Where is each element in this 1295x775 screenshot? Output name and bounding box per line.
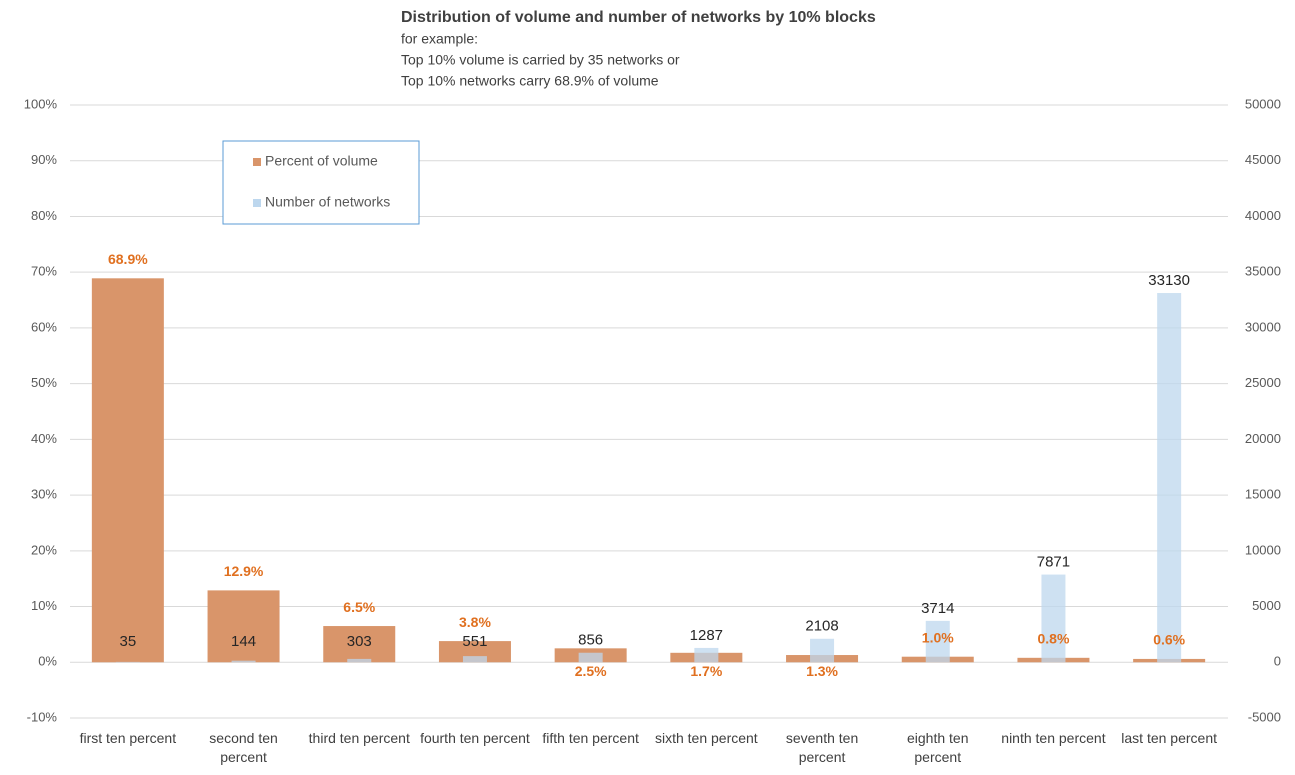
bar xyxy=(810,638,835,663)
chart-subtitle: Top 10% volume is carried by 35 networks… xyxy=(401,52,680,68)
y-tick-label: 60% xyxy=(31,319,57,334)
y-tick-label: 10% xyxy=(31,598,57,613)
bar xyxy=(323,626,396,663)
bar xyxy=(1157,293,1182,663)
data-label: 1.0% xyxy=(922,629,954,645)
chart-subtitle: Top 10% networks carry 68.9% of volume xyxy=(401,73,659,89)
x-tick-label: third ten percent xyxy=(308,730,410,746)
bar xyxy=(207,590,280,663)
data-label: 144 xyxy=(231,633,256,650)
bar xyxy=(925,620,950,663)
y2-tick-label: 20000 xyxy=(1245,431,1281,446)
y2-tick-label: 0 xyxy=(1274,654,1281,669)
y2-tick-label: -5000 xyxy=(1248,709,1281,724)
bar xyxy=(347,658,372,663)
x-tick-label: fifth ten percent xyxy=(542,730,639,746)
chart-subtitle: for example: xyxy=(401,31,478,47)
data-label: 1287 xyxy=(690,627,723,644)
data-label: 0.8% xyxy=(1037,631,1069,647)
data-label: 2.5% xyxy=(575,663,607,679)
data-label: 2108 xyxy=(805,618,838,635)
y-tick-label: 100% xyxy=(24,96,58,111)
y-tick-label: 70% xyxy=(31,264,57,279)
data-label: 68.9% xyxy=(108,251,148,267)
x-tick-label: sixth ten percent xyxy=(654,730,758,746)
y2-tick-label: 50000 xyxy=(1245,96,1281,111)
data-label: 1.3% xyxy=(806,663,838,679)
y2-tick-label: 10000 xyxy=(1245,542,1281,557)
bar xyxy=(231,660,256,663)
bar xyxy=(694,647,719,663)
data-label: 6.5% xyxy=(343,599,375,615)
legend-label: Number of networks xyxy=(265,194,390,210)
y-tick-label: 30% xyxy=(31,487,57,502)
y-tick-label: 80% xyxy=(31,208,57,223)
y-tick-label: 20% xyxy=(31,542,57,557)
y-tick-label: 90% xyxy=(31,152,57,167)
bar xyxy=(91,278,164,663)
y2-tick-label: 40000 xyxy=(1245,208,1281,223)
data-label: 3714 xyxy=(921,600,954,617)
data-label: 7871 xyxy=(1037,554,1070,571)
data-label: 3.8% xyxy=(459,614,491,630)
legend-label: Percent of volume xyxy=(265,153,378,169)
y-tick-label: 40% xyxy=(31,431,57,446)
legend-swatch xyxy=(253,199,261,207)
y-tick-label: -10% xyxy=(27,709,58,724)
x-tick-label: ninth ten percent xyxy=(1001,730,1106,746)
bar xyxy=(578,652,603,663)
data-label: 856 xyxy=(578,632,603,649)
x-tick-label: last ten percent xyxy=(1121,730,1217,746)
y2-tick-label: 35000 xyxy=(1245,264,1281,279)
y-tick-label: 0% xyxy=(38,654,57,669)
y2-tick-label: 5000 xyxy=(1252,598,1281,613)
y2-tick-label: 30000 xyxy=(1245,319,1281,334)
legend-swatch xyxy=(253,158,261,166)
data-label: 35 xyxy=(120,633,137,650)
y-tick-label: 50% xyxy=(31,375,57,390)
x-tick-label: seventh ten percent xyxy=(785,730,859,765)
data-label: 1.7% xyxy=(690,663,722,679)
x-tick-label: first ten percent xyxy=(79,730,177,746)
y2-tick-label: 45000 xyxy=(1245,152,1281,167)
x-tick-label: second ten percent xyxy=(209,730,278,765)
y2-tick-label: 25000 xyxy=(1245,375,1281,390)
y2-tick-label: 15000 xyxy=(1245,487,1281,502)
data-label: 551 xyxy=(462,633,487,650)
legend-box xyxy=(222,140,420,225)
data-label: 0.6% xyxy=(1153,632,1185,648)
bar xyxy=(1041,574,1066,663)
bar xyxy=(462,656,487,663)
chart-title: Distribution of volume and number of net… xyxy=(401,9,876,26)
x-tick-label: fourth ten percent xyxy=(420,730,530,746)
data-label: 303 xyxy=(347,633,372,650)
data-label: 33130 xyxy=(1148,272,1190,289)
data-label: 12.9% xyxy=(224,563,264,579)
x-tick-label: eighth ten percent xyxy=(907,730,969,765)
bar xyxy=(438,641,511,663)
